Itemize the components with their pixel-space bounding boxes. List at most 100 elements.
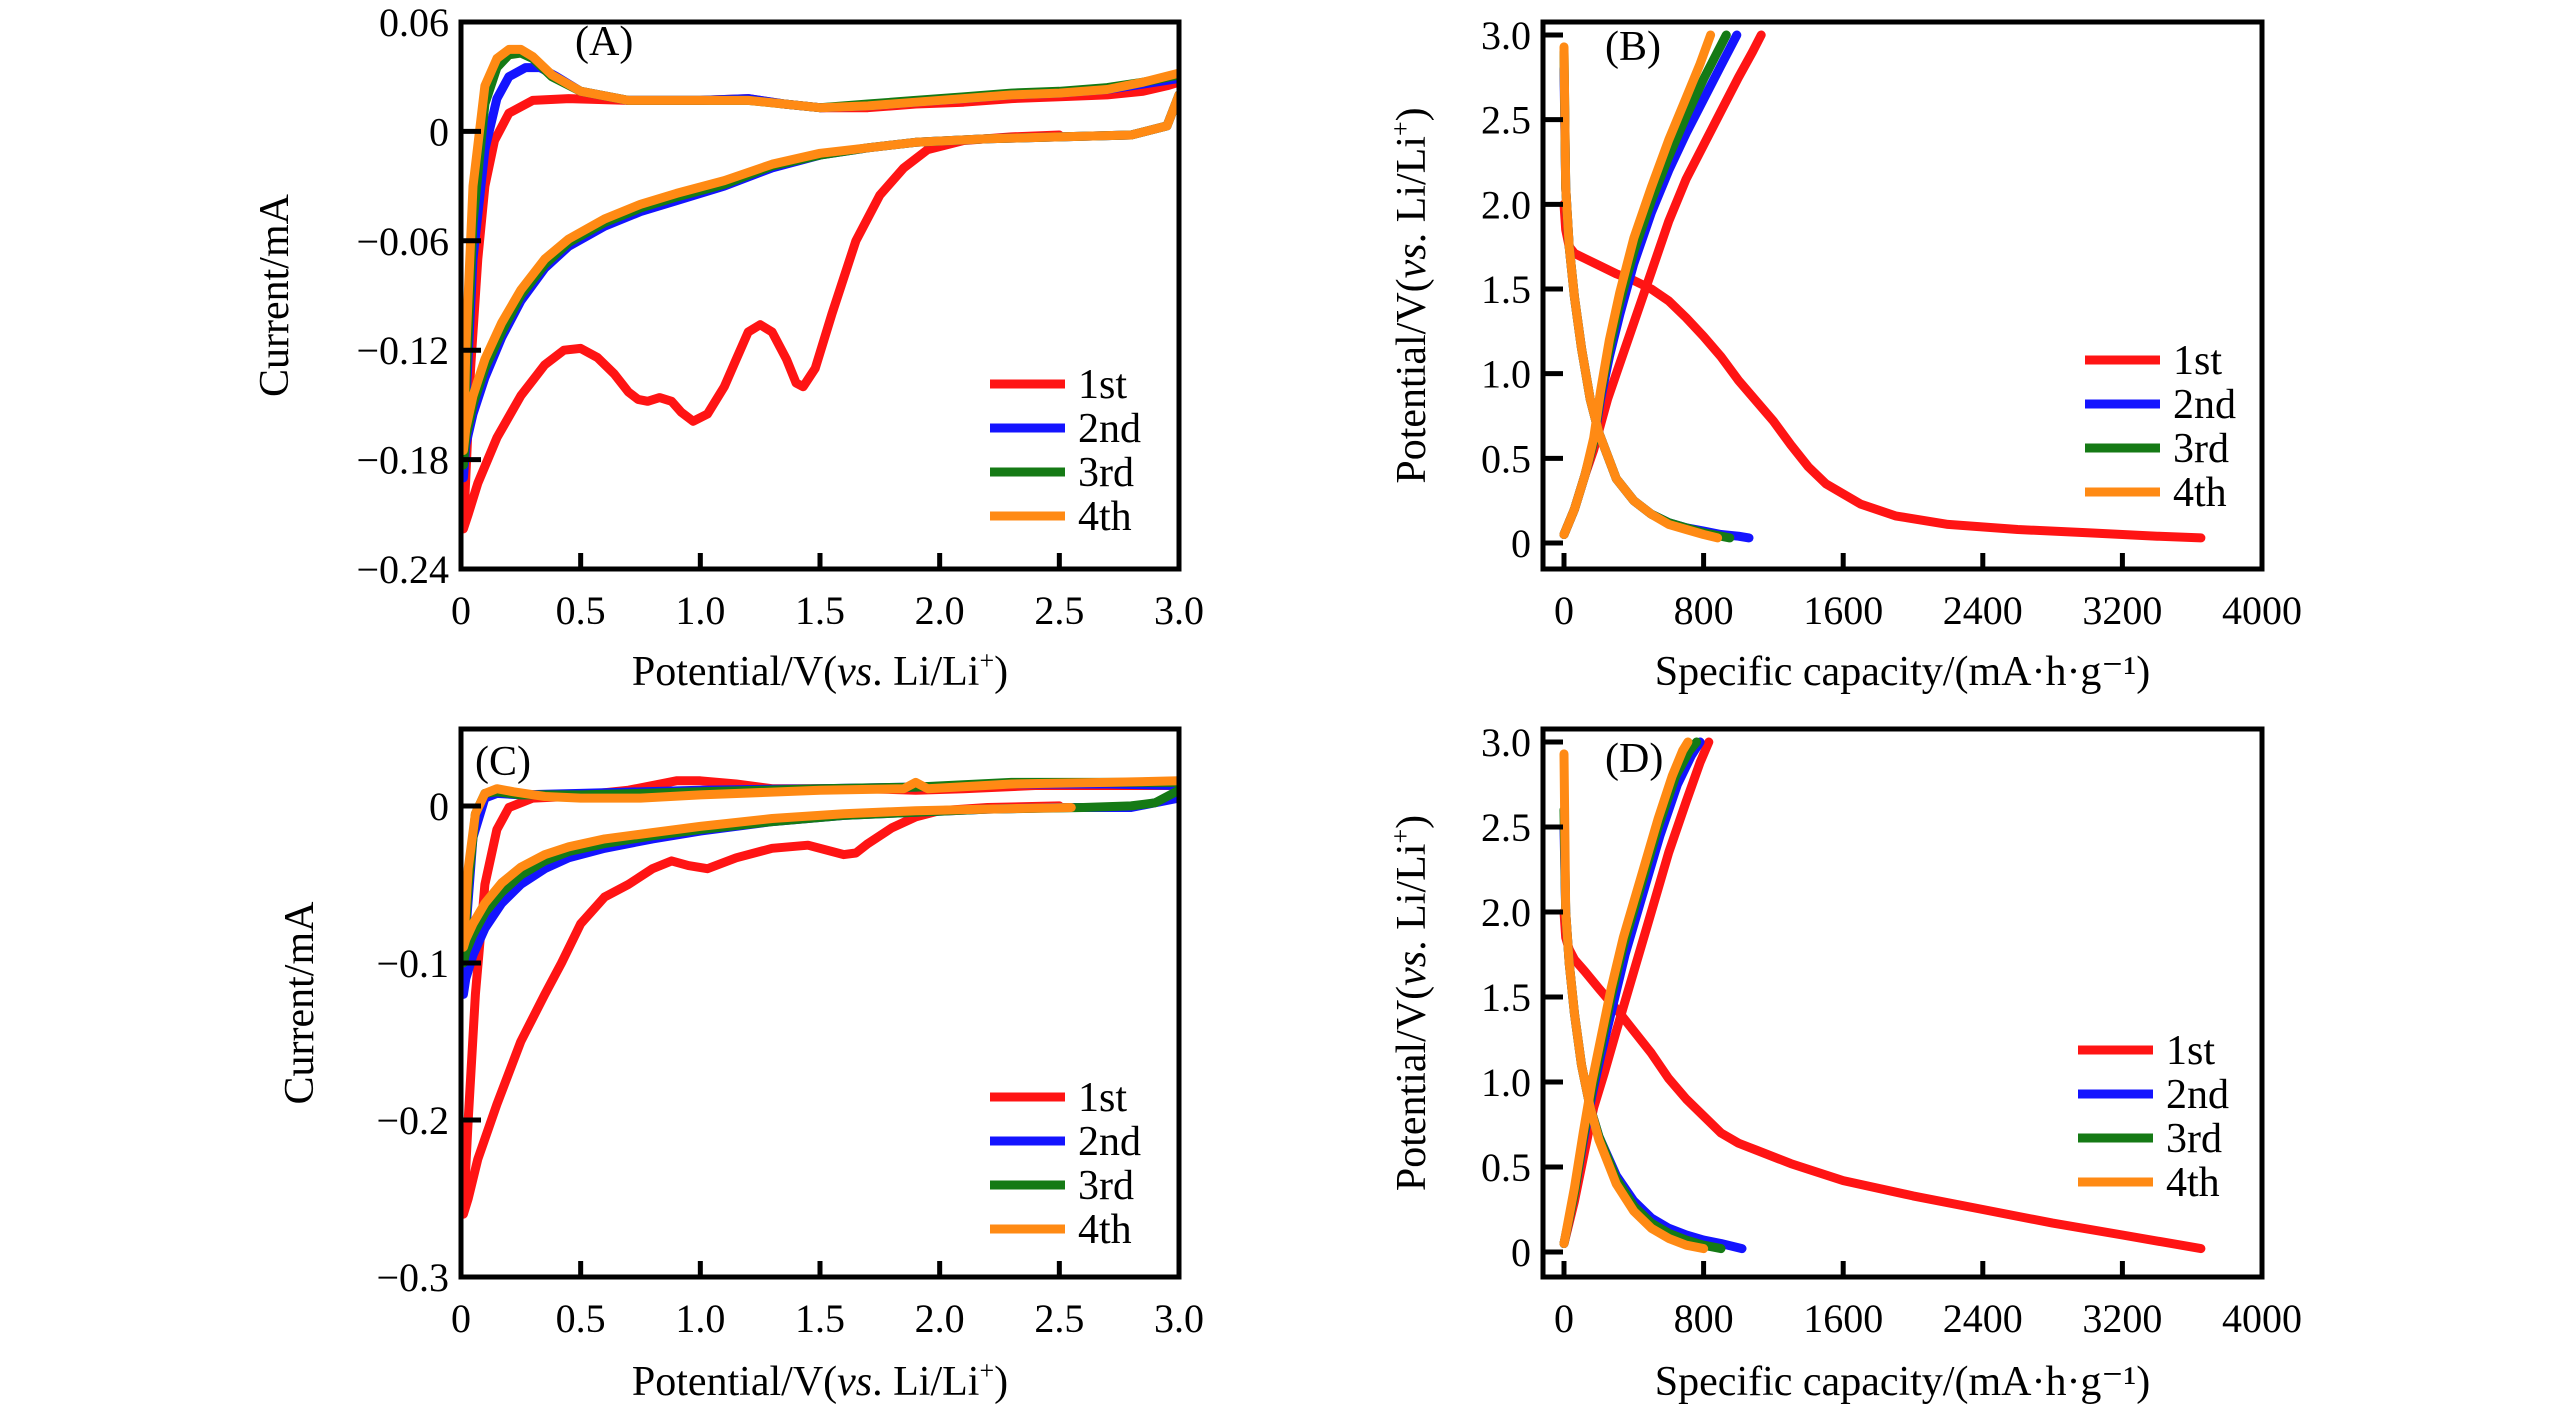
x-tick-label: 3200 [2082,1296,2162,1341]
legend-label: 3rd [2173,426,2229,472]
series-3rd [461,48,1179,470]
series-group [461,776,1179,1219]
x-tick-label: 2400 [1943,1296,2023,1341]
y-tick-label: −0.1 [376,941,449,986]
series-group [1559,30,2206,543]
series-2nd [461,63,1179,483]
legend-label: 2nd [2166,1072,2229,1118]
y-tick-label: 1.0 [1481,1060,1531,1105]
legend-label: 2nd [2173,382,2236,428]
x-tick-label: 1.5 [795,1296,845,1341]
y-tick-label: −0.2 [376,1098,449,1143]
y-tick-label: 1.5 [1481,267,1531,312]
legend-label: 3rd [1078,1163,1134,1209]
y-tick-label: 2.0 [1481,182,1531,227]
legend-label: 4th [2173,470,2227,516]
x-tick-label: 800 [1674,588,1734,633]
legend-item: 4th [2078,1160,2220,1206]
series-1st-charge [1559,737,1714,1248]
x-tick-label: 0 [1554,1296,1574,1341]
y-tick-label: −0.24 [356,547,449,592]
plot-frame [1540,19,2265,572]
legend-item: 2nd [2085,382,2236,428]
panel-c: 0 0.5 1.0 1.5 2.0 2.5 3.0 0 −0.1 −0.2 −0.3 (C) Poten… [277,726,1204,1405]
y-tick-label: 1.0 [1481,352,1531,397]
y-tick-label: 0.5 [1481,1145,1531,1190]
series-4th-charge [1559,30,1716,539]
y-tick-label: 0 [429,109,449,154]
legend-item: 1st [2085,338,2222,384]
series-4th-discharge [1559,42,1723,543]
x-tick-label: 3.0 [1154,588,1204,633]
legend-item: 2nd [990,406,1141,452]
series-1st-discharge [1559,907,2206,1254]
x-tick-label: 0 [451,1296,471,1341]
x-tick-label: 1.0 [675,588,725,633]
legend-label: 4th [1078,494,1132,540]
x-tick-label: 0.5 [556,588,606,633]
panel-label: (A) [575,19,633,65]
x-tick-label: 4000 [2222,1296,2302,1341]
x-tick-label: 4000 [2222,588,2302,633]
x-tick-label: 0 [451,588,471,633]
legend-item: 1st [990,1075,1127,1121]
y-tick-label: 3.0 [1481,720,1531,765]
x-tick-label: 0.5 [556,1296,606,1341]
legend-item: 4th [2085,470,2227,516]
x-tick-label: 3200 [2082,588,2162,633]
series-group [1559,737,2206,1254]
y-tick-label: −0.06 [356,219,449,264]
legend-item: 3rd [2085,426,2229,472]
y-axis-title: Potential/V(vs. Li/Li+) [1386,107,1435,483]
x-tick-label: 2.0 [915,1296,965,1341]
series-group [461,44,1179,534]
x-tick-label: 2.5 [1034,588,1084,633]
panel-label: (B) [1605,24,1661,70]
x-tick-label: 1600 [1803,588,1883,633]
series-4th-discharge [1559,749,1709,1254]
legend-label: 1st [1078,362,1127,408]
x-tick-label: 2.0 [915,588,965,633]
panel-label: (C) [475,739,531,785]
x-axis-title: Specific capacity/(mA·h·g⁻¹) [1655,1359,2150,1405]
y-tick-label: 2.5 [1481,98,1531,143]
legend-label: 3rd [1078,450,1134,496]
legend-item: 4th [990,494,1132,540]
y-axis-title: Current/mA [252,193,298,397]
x-axis-title: Potential/V(vs. Li/Li+) [632,646,1008,695]
x-tick-label: 2.5 [1034,1296,1084,1341]
y-tick-label: 1.5 [1481,975,1531,1020]
legend-item: 2nd [2078,1072,2229,1118]
y-axis-title: Current/mA [277,901,323,1105]
x-tick-label: 2400 [1943,588,2023,633]
panel-a: 0 0.5 1.0 1.5 2.0 2.5 3.0 0.06 0 −0.06 −0.12 −0.18 −… [252,0,1204,695]
panel-label: (D) [1605,736,1663,782]
legend-label: 4th [2166,1160,2220,1206]
y-tick-label: 2.5 [1481,805,1531,850]
y-tick-label: 0 [429,784,449,829]
x-axis-title: Specific capacity/(mA·h·g⁻¹) [1655,649,2150,695]
x-tick-label: 800 [1674,1296,1734,1341]
y-tick-label: 0 [1511,1230,1531,1275]
plot-frame [1540,726,2265,1280]
x-tick-label: 1.5 [795,588,845,633]
y-tick-label: −0.3 [376,1255,449,1300]
legend-label: 1st [2173,338,2222,384]
legend-label: 3rd [2166,1116,2222,1162]
panel-b: 0 800 1600 2400 3200 4000 0 0.5 1.0 1.5 2.0 2.5 3.0 (… [1386,13,2302,695]
legend-item: 3rd [990,450,1134,496]
x-tick-label: 0 [1554,588,1574,633]
legend-label: 2nd [1078,406,1141,452]
legend-label: 4th [1078,1207,1132,1253]
x-tick-label: 3.0 [1154,1296,1204,1341]
y-tick-label: 0.5 [1481,436,1531,481]
y-tick-label: −0.18 [356,438,449,483]
x-axis-title: Potential/V(vs. Li/Li+) [632,1356,1008,1405]
legend-item: 1st [990,362,1127,408]
x-tick-label: 1.0 [675,1296,725,1341]
